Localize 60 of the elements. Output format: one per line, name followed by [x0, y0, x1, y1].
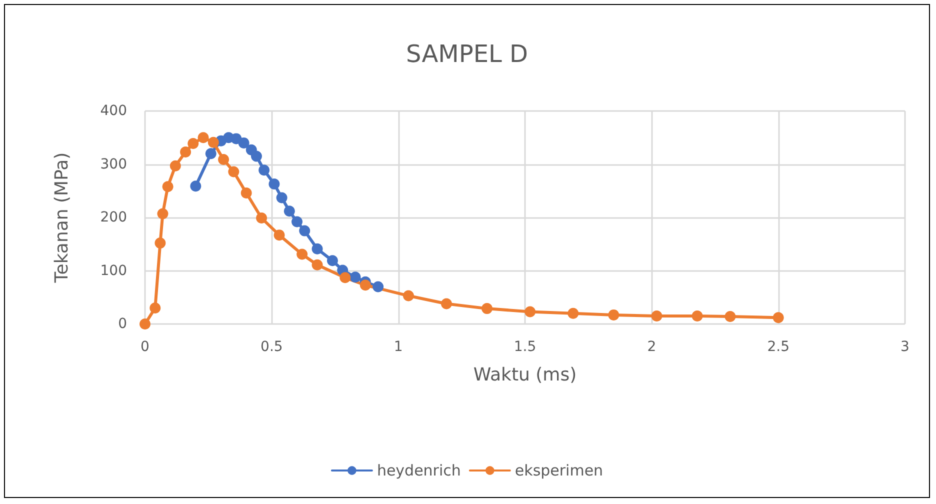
chart-title: SAMPEL D	[406, 40, 528, 68]
point	[340, 272, 351, 284]
y-tick-label: 300	[100, 156, 127, 172]
x-tick-label: 0.5	[260, 339, 283, 355]
point	[240, 188, 252, 198]
point	[205, 148, 216, 160]
point	[312, 259, 323, 270]
x-tick-label: 0	[140, 339, 150, 355]
point	[256, 212, 268, 224]
point	[228, 166, 240, 178]
point	[190, 180, 202, 192]
y-axis-title: Tekanan (MPa)	[52, 152, 72, 284]
point	[157, 208, 168, 220]
point	[402, 290, 414, 302]
point	[608, 309, 620, 320]
point	[284, 206, 295, 217]
y-tick-label: 400	[100, 103, 127, 119]
point	[524, 306, 536, 318]
point	[198, 132, 209, 144]
legend-label: eksperimen	[514, 462, 604, 480]
point	[140, 318, 150, 330]
y-tick-label: 0	[118, 316, 127, 332]
point	[482, 303, 492, 314]
point	[154, 238, 166, 249]
point	[162, 181, 174, 192]
point	[268, 178, 280, 190]
point	[692, 310, 703, 322]
point	[292, 216, 302, 228]
point	[360, 280, 371, 291]
point	[296, 248, 308, 260]
point	[238, 137, 250, 148]
point	[250, 150, 262, 162]
point	[326, 255, 338, 266]
point	[724, 311, 736, 322]
x-tick-label: 2.5	[767, 339, 790, 355]
x-tick-label: 1.5	[514, 339, 536, 355]
point	[651, 310, 662, 322]
point	[218, 154, 230, 165]
x-tick-label: 3	[900, 339, 910, 355]
point	[440, 298, 452, 310]
point	[350, 272, 361, 283]
point	[170, 160, 181, 172]
point	[276, 192, 288, 204]
legend-label: heydenrich	[376, 462, 461, 480]
point	[568, 308, 579, 319]
x-axis-title: Waktu (ms)	[473, 364, 577, 386]
point	[150, 302, 161, 314]
point	[772, 312, 784, 324]
y-tick-label: 100	[100, 262, 127, 279]
y-tick-label: 200	[100, 210, 127, 226]
point	[372, 281, 384, 292]
x-tick-label: 2	[647, 339, 656, 355]
point	[274, 230, 285, 241]
point	[188, 138, 199, 149]
point	[312, 243, 323, 254]
x-tick-label: 1	[394, 339, 403, 355]
point	[299, 225, 310, 236]
point	[208, 136, 219, 148]
point	[258, 164, 270, 176]
point	[180, 146, 192, 158]
